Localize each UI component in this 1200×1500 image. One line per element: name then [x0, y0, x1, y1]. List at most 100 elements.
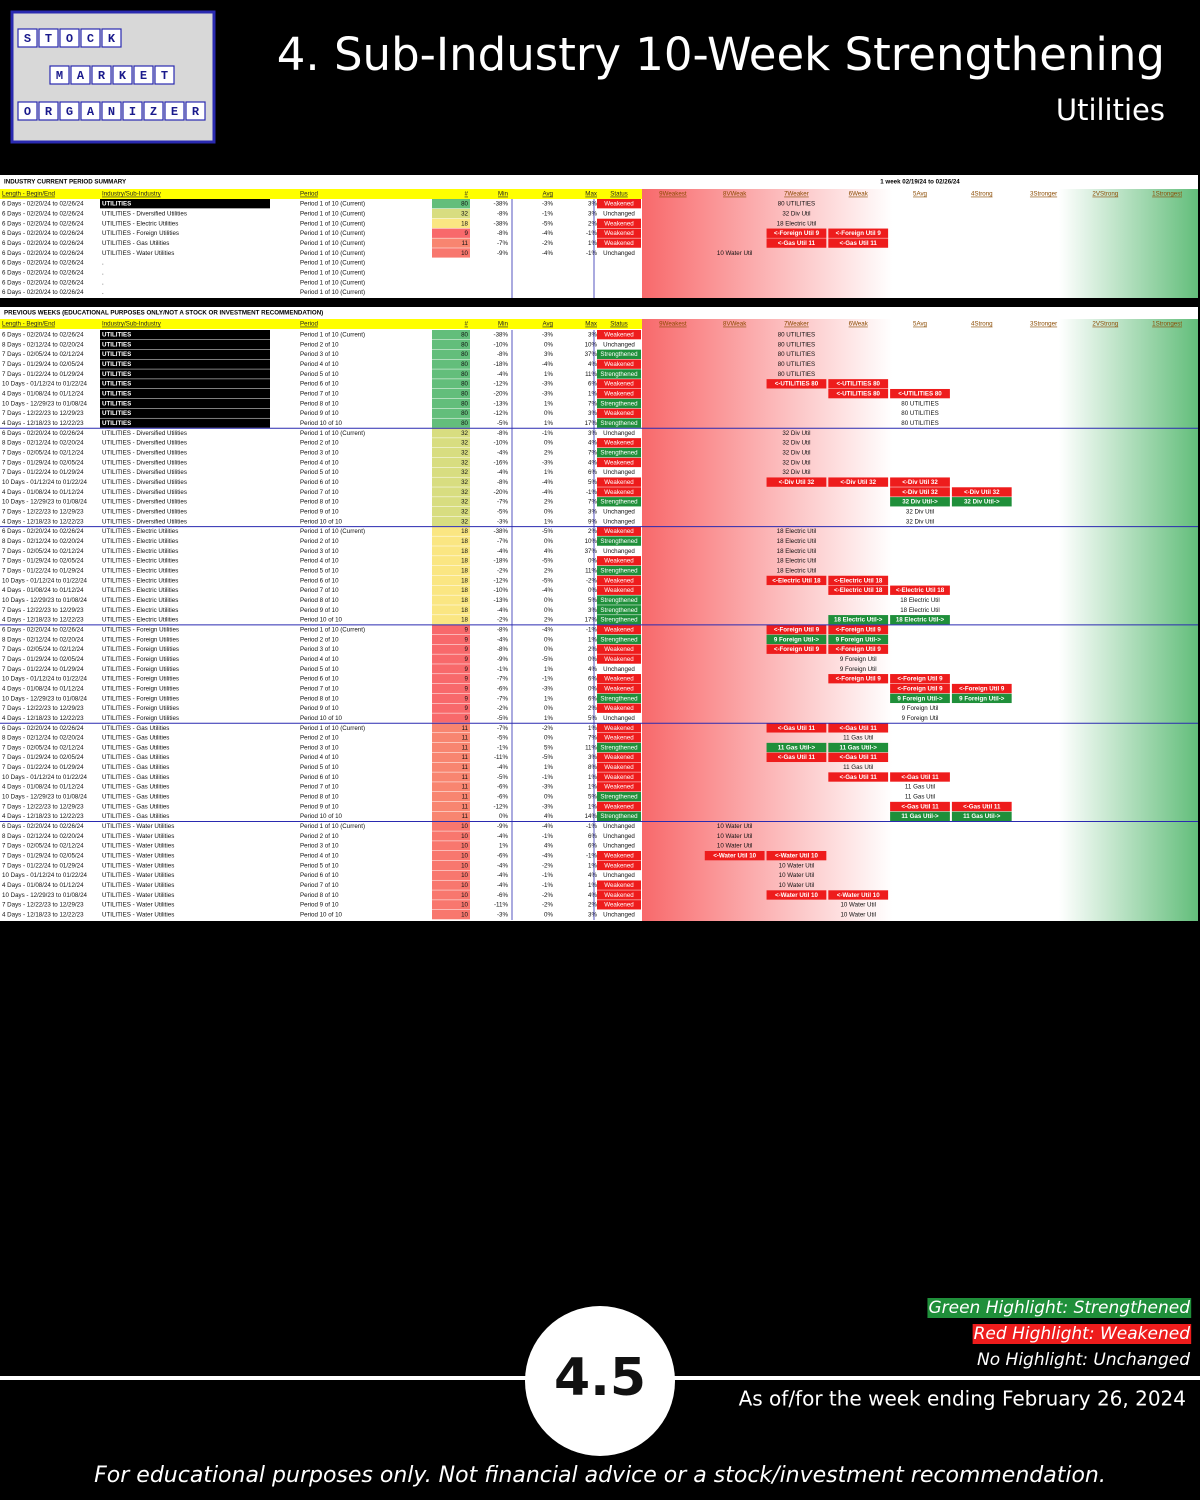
strength-cell: 32 Div Util: [782, 210, 810, 217]
cell-text: Period 7 of 10: [300, 391, 339, 398]
cell-text: 4 Days - 12/18/23 to 12/22/23: [2, 518, 84, 525]
logo-letter-box: [122, 101, 143, 121]
cell-text: Period 1 of 10 (Current): [300, 430, 365, 437]
status-cell: [597, 605, 641, 615]
cell-text: UTILITIES - Water Utilities: [102, 872, 174, 879]
cell-text: 7 Days - 01/29/24 to 02/05/24: [2, 558, 84, 565]
strength-cell: 9 Foreign Util: [902, 705, 939, 712]
strength-highlight: [890, 615, 950, 625]
count-cell: [432, 339, 470, 350]
strength-cell: 9 Foreign Util: [902, 715, 939, 722]
cell-text: 0%: [544, 508, 553, 515]
count-cell: [432, 664, 470, 674]
cell-text: 10 Days - 01/12/24 to 01/22/24: [2, 577, 88, 584]
cell-text: 4%: [588, 459, 597, 466]
cell-text: 1%: [588, 774, 597, 781]
strength-cell: <-Foreign Util 9: [959, 685, 1005, 692]
cell-text: Period 2 of 10: [300, 341, 339, 348]
cell-text: -12%: [494, 803, 509, 810]
cell-text: 7 Days - 12/22/23 to 12/29/23: [2, 508, 84, 515]
cell-text: 80: [461, 420, 468, 427]
cell-text: 10: [461, 892, 468, 899]
cell-text: -9%: [497, 823, 509, 830]
strength-header: 7Weaker: [784, 191, 809, 198]
cell-text: -7%: [497, 499, 509, 506]
cell-text: -7%: [497, 240, 509, 247]
cell-text: -4%: [497, 371, 509, 378]
column-header: Avg: [542, 191, 553, 198]
cell-text: 11: [462, 240, 469, 247]
logo-letter-box: [164, 101, 185, 121]
cell-text: 6 Days - 02/20/24 to 02/26/24: [2, 260, 84, 267]
strength-cell: 10 Water Util: [779, 882, 815, 889]
cell-text: -2%: [497, 567, 509, 574]
cell-text: Period 8 of 10: [300, 794, 339, 801]
cell-text: UTILITIES - Water Utilities: [102, 862, 174, 869]
status-cell: [597, 762, 641, 772]
strength-header: 2VStrong: [1092, 321, 1118, 328]
status-cell: [597, 742, 641, 753]
cell-text: 10 Days - 12/29/23 to 01/08/24: [2, 794, 88, 801]
cell-text: 11: [462, 764, 469, 771]
count-cell: [432, 418, 470, 428]
strength-cell: <-Foreign Util 9: [897, 676, 943, 683]
cell-text: 11: [462, 754, 469, 761]
cell-text: -7%: [497, 695, 509, 702]
cell-text: 1%: [544, 764, 553, 771]
cell-text: Period 7 of 10: [300, 489, 339, 496]
cell-text: Strengthened: [600, 420, 638, 427]
count-cell: [432, 218, 470, 229]
cell-text: -9%: [497, 250, 509, 257]
cell-text: 3%: [588, 210, 597, 217]
count-cell: [432, 438, 470, 448]
cell-text: Period 9 of 10: [300, 508, 339, 515]
cell-text: Weakened: [604, 764, 634, 771]
cell-text: -2%: [542, 902, 554, 909]
cell-text: Strengthened: [600, 351, 638, 358]
strength-cell: 80 UTILITIES: [901, 400, 938, 407]
cell-text: Period 2 of 10: [300, 440, 339, 447]
cell-text: Strengthened: [600, 538, 638, 545]
strength-cell: <-Div Util 32: [902, 489, 938, 496]
strength-cell: 9 Foreign Util: [840, 666, 877, 673]
count-cell: [432, 644, 470, 654]
cell-text: 6 Days - 02/20/24 to 02/26/24: [2, 210, 84, 217]
count-cell: [432, 359, 470, 369]
cell-text: 4 Days - 01/08/24 to 01/12/24: [2, 587, 84, 594]
cell-text: 10 Days - 01/12/24 to 01/22/24: [2, 774, 88, 781]
cell-text: Period 6 of 10: [300, 381, 339, 388]
count-cell: [432, 890, 470, 900]
cell-text: -8%: [497, 430, 509, 437]
cell-text: Strengthened: [600, 400, 638, 407]
cell-text: -2%: [542, 725, 554, 732]
strength-cell: <-Gas Util 11: [840, 725, 878, 732]
column-header: Max: [585, 321, 598, 328]
status-cell: [597, 228, 641, 238]
cell-text: UTILITIES - Water Utilities: [102, 833, 174, 840]
cell-text: Unchanged: [603, 430, 635, 437]
strength-cell: <-Div Util 32: [902, 479, 938, 486]
cell-text: 8 Days - 02/12/24 to 02/20/24: [2, 636, 84, 643]
cell-text: 11: [462, 774, 469, 781]
strength-cell: 11 Gas Util: [905, 794, 935, 801]
status-cell: [597, 330, 641, 340]
strength-cell: <-Foreign Util 9: [836, 646, 882, 653]
status-cell: [597, 477, 641, 487]
cell-text: Weakened: [604, 587, 634, 594]
strength-cell: 32 Div Util->: [964, 499, 1000, 506]
cell-text: 1%: [544, 420, 553, 427]
strength-header: 8VWeak: [723, 321, 747, 328]
cell-text: 1%: [588, 725, 597, 732]
strength-cell: 10 Water Util: [717, 843, 753, 850]
cell-text: -38%: [494, 332, 509, 339]
status-cell: [597, 900, 641, 910]
strength-cell: 10 Water Util: [779, 862, 815, 869]
cell-text: 5%: [544, 744, 553, 751]
status-cell: [597, 850, 641, 861]
cell-text: 3%: [588, 607, 597, 614]
strength-cell: <-Foreign Util 9: [774, 646, 820, 653]
cell-text: 7 Days - 12/22/23 to 12/29/23: [2, 410, 84, 417]
cell-text: Period 2 of 10: [300, 538, 339, 545]
cell-text: -4%: [542, 230, 554, 237]
cell-text: UTILITIES - Foreign Utilities: [102, 695, 179, 702]
